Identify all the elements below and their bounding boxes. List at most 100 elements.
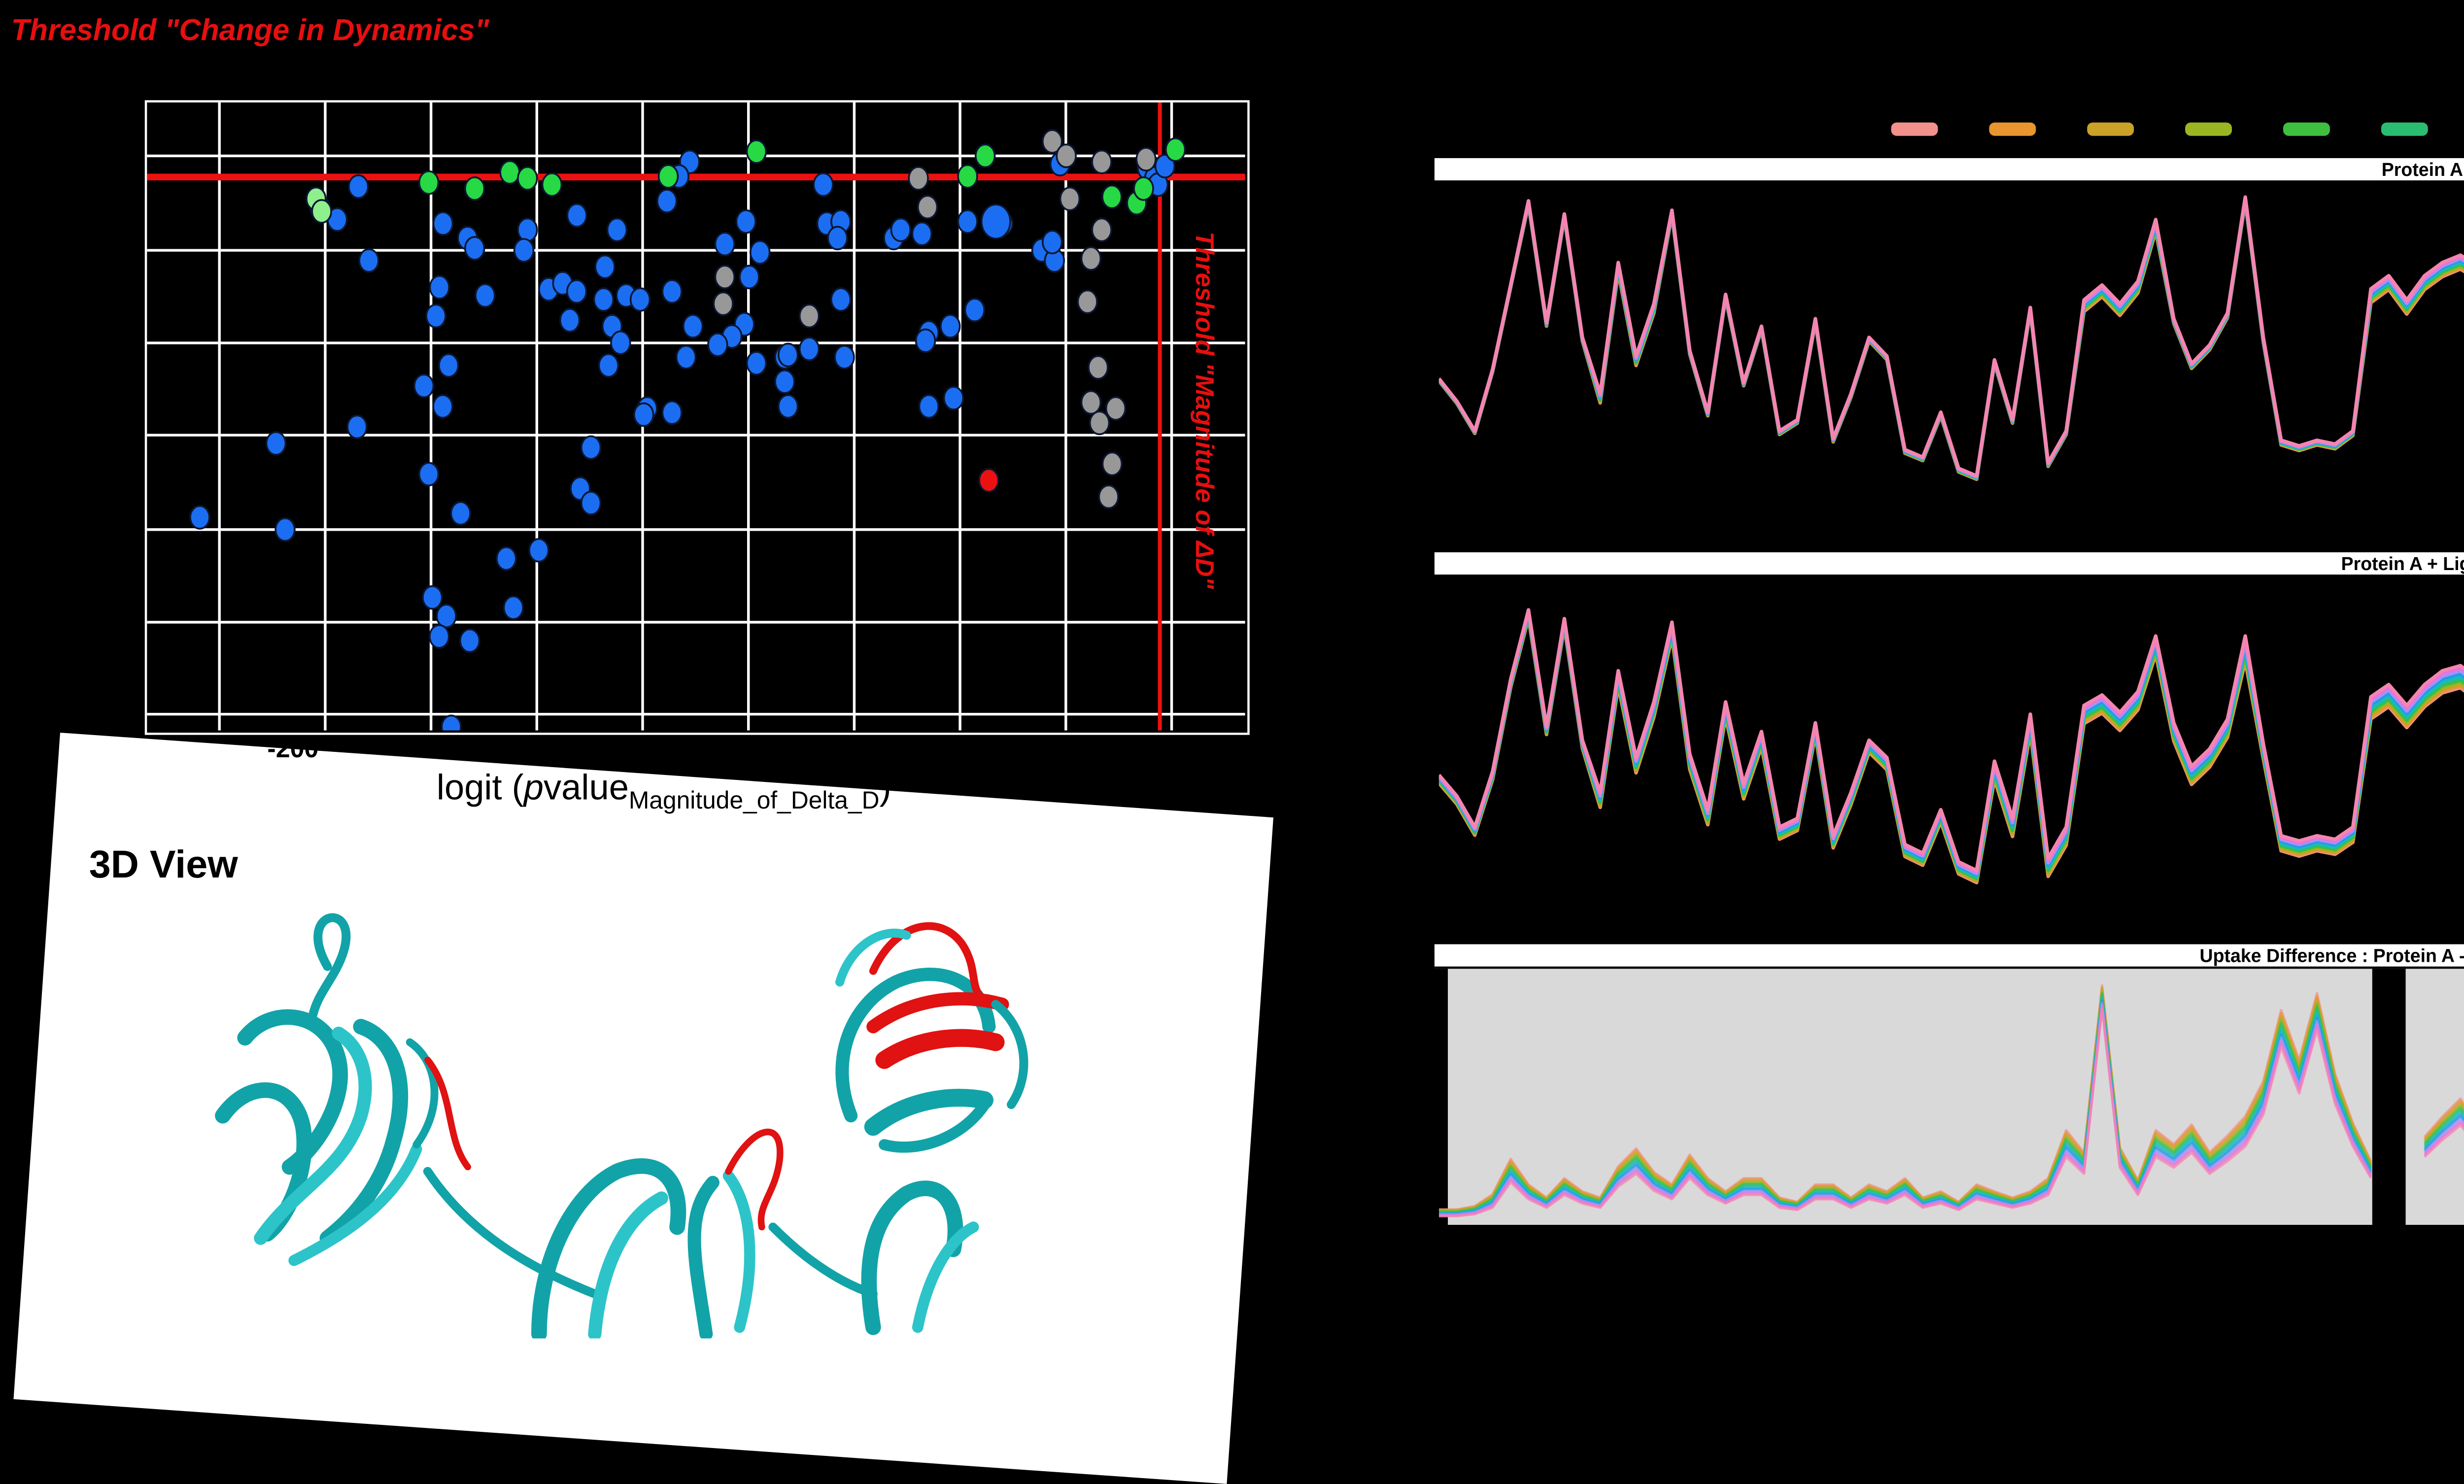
scatter-point: [911, 221, 933, 246]
scatter-point: [890, 217, 912, 242]
scatter-point: [464, 176, 485, 201]
scatter-point: [834, 345, 855, 370]
uptake-series-1: [1438, 200, 2464, 481]
scatter-point: [1154, 154, 1176, 179]
x-axis-title-prefix: logit (: [436, 770, 524, 809]
protein-ribbon-3d: [215, 913, 1028, 1339]
scatter-point: [1091, 217, 1112, 242]
uptake-series-6: [1439, 994, 2464, 1219]
scatter-point: [978, 468, 999, 493]
uptake-series-10: [1438, 610, 2464, 876]
scatter-point: [633, 402, 654, 427]
scatter-point: [777, 394, 799, 419]
x-tick-minus-200: -200: [267, 737, 319, 764]
scatter-point: [566, 203, 587, 228]
threshold-magnitude-label: Threshold "Magnitude of ΔD": [1189, 232, 1216, 589]
scatter-point: [1077, 289, 1098, 314]
scatter-point: [496, 546, 517, 571]
scatter-point: [189, 505, 210, 530]
scatter-point: [594, 254, 616, 279]
scatter-point: [908, 166, 929, 191]
scatter-point: [541, 172, 563, 197]
scatter-point: [422, 585, 443, 610]
ribbon-red-segment-icon: [424, 1056, 471, 1171]
scatter-point: [980, 203, 1011, 240]
uptake-difference-background: [1434, 967, 2464, 1224]
x-axis-title-close: ): [879, 770, 891, 809]
uptake-series-4: [1438, 199, 2464, 480]
coverage-segment: [2405, 967, 2464, 1224]
scatter-point: [348, 174, 369, 199]
threshold-change-in-dynamics-label: Threshold "Change in Dynamics": [11, 13, 489, 47]
timepoint-legend: [0, 0, 2464, 156]
scatter-point: [682, 314, 704, 339]
volcano-plot: [147, 102, 1245, 731]
scatter-point: [265, 431, 287, 456]
scatter-point: [1101, 184, 1123, 209]
scatter-point: [918, 394, 940, 419]
scatter-point: [739, 265, 760, 290]
scatter-point: [1059, 186, 1081, 211]
scatter-point: [798, 304, 820, 329]
scatter-point: [661, 279, 683, 304]
scatter-point: [1088, 355, 1109, 380]
x-axis-title: logit (pvalueMagnitude_of_Delta_D): [437, 771, 891, 815]
scatter-point: [513, 238, 535, 263]
uptake-series-12: [1438, 196, 2464, 478]
uptake-series-6: [1438, 198, 2464, 480]
uptake-series-8: [1438, 197, 2464, 479]
uptake-series-13: [1438, 608, 2464, 873]
scatter-point: [436, 604, 457, 629]
chart-uptake-difference: [1439, 968, 2464, 1221]
x-axis-title-p: p: [523, 770, 544, 809]
scatter-point: [610, 330, 631, 355]
scatter-point: [559, 308, 581, 333]
scatter-point: [656, 189, 678, 214]
scatter-point: [311, 199, 332, 224]
scatter-point: [429, 275, 450, 300]
scatter-point: [746, 139, 767, 164]
uptake-series-9: [1438, 610, 2464, 877]
legend-swatch-3: [2087, 122, 2134, 135]
coverage-segment: [1447, 967, 2373, 1224]
scatter-point: [598, 353, 619, 378]
uptake-series-2: [1438, 199, 2464, 481]
scatter-point: [425, 304, 446, 329]
scatter-point: [707, 332, 728, 357]
scatter-point: [418, 462, 440, 487]
scatter-point: [943, 386, 964, 411]
volcano-plot-panel: [144, 100, 1250, 735]
x-tick-minus-100: -100: [534, 743, 586, 771]
scatter-point: [432, 394, 453, 419]
scatter-point: [1091, 149, 1112, 174]
scatter-point: [566, 279, 587, 304]
scatter-point: [1080, 390, 1102, 415]
scatter-point: [813, 172, 834, 197]
scatter-point: [774, 369, 795, 394]
uptake-series-10: [1438, 196, 2464, 479]
uptake-series-9: [1438, 197, 2464, 479]
scatter-point: [746, 351, 767, 376]
scatter-point: [1042, 129, 1063, 154]
legend-swatch-4: [2185, 122, 2232, 135]
3d-view-label: 3D View: [89, 842, 238, 886]
scatter-point: [917, 195, 938, 220]
uptake-series-5: [1438, 198, 2464, 480]
scatter-point: [580, 491, 602, 515]
scatter-point: [459, 628, 480, 653]
ribbon-loop-icon: [307, 913, 351, 1025]
scatter-point: [450, 501, 471, 526]
scatter-point: [418, 170, 440, 195]
scatter-point: [957, 164, 978, 189]
scatter-point: [580, 435, 602, 460]
scatter-point: [1105, 396, 1127, 421]
scatter-point: [713, 291, 734, 316]
scatter-point: [346, 414, 368, 439]
scatter-point: [939, 314, 961, 339]
chart-protein-a-ligand: [1438, 608, 2464, 884]
scatter-point: [438, 353, 459, 378]
scatter-point: [1133, 176, 1154, 201]
scatter-point: [1098, 484, 1119, 509]
uptake-series-11: [1438, 196, 2464, 478]
